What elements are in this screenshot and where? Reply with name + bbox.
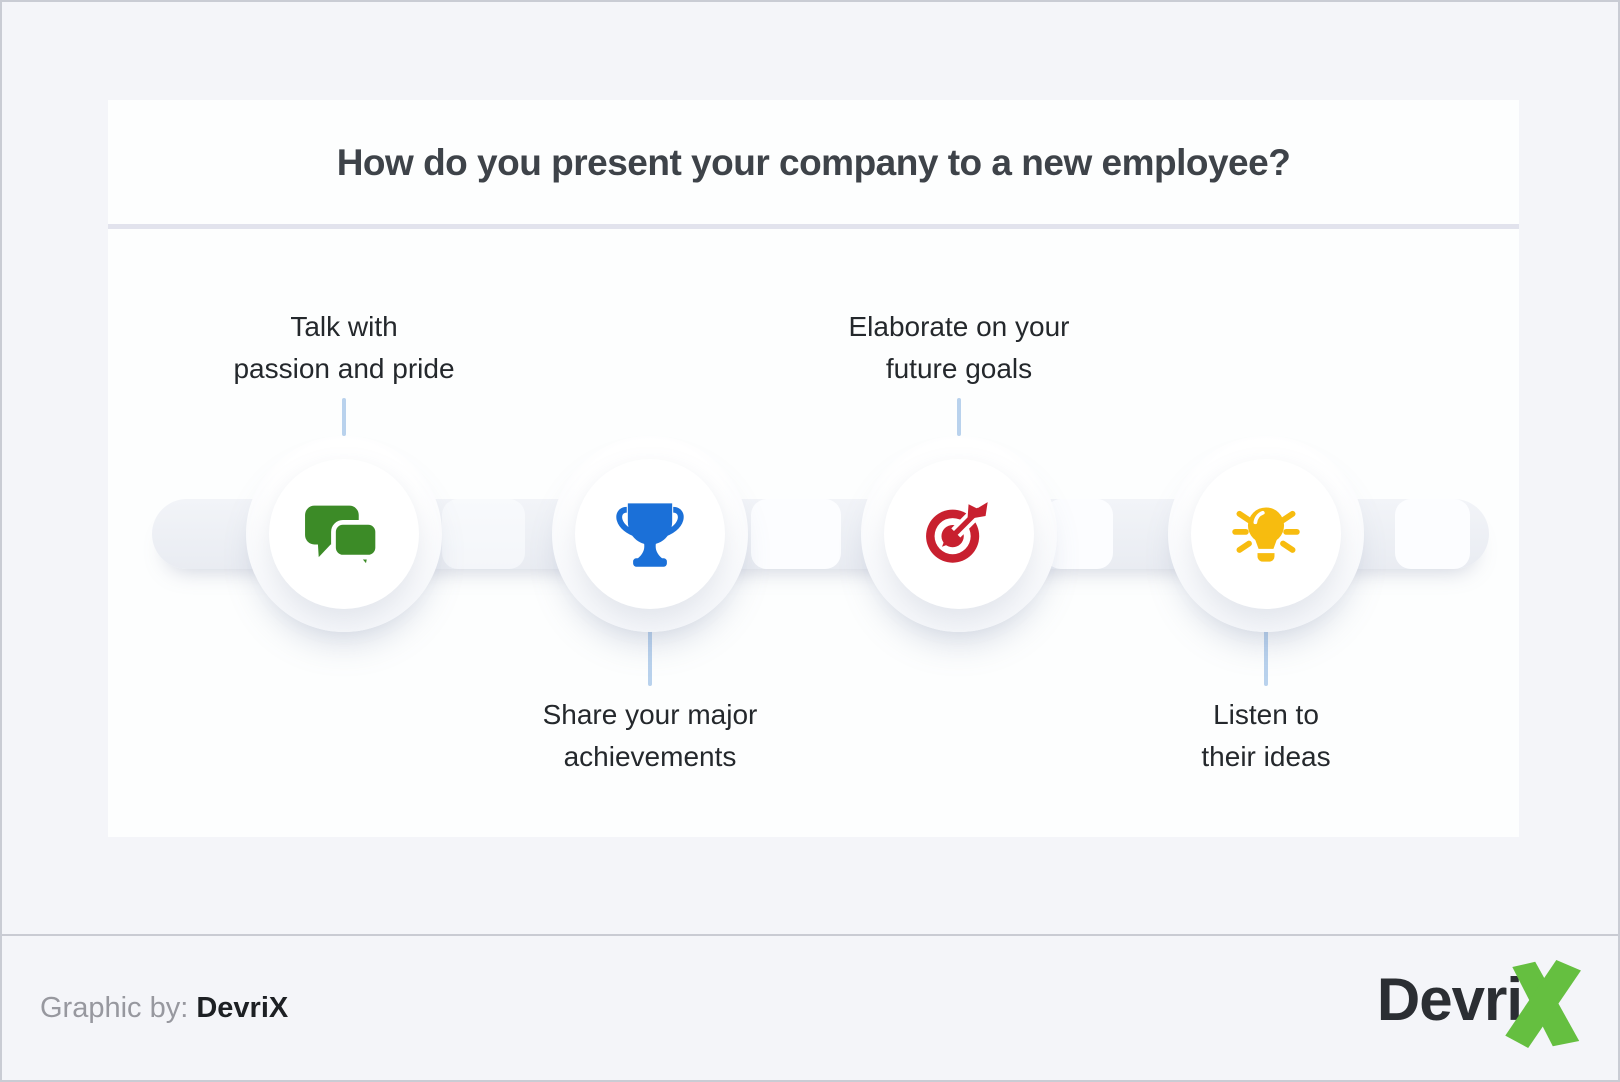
- step-2-label: Share your major achievements: [470, 694, 830, 778]
- lightbulb-icon: [1232, 507, 1300, 562]
- timeline-segment: [442, 499, 525, 569]
- step-1-label-line1: Talk with: [290, 311, 398, 342]
- step-1-circle: [269, 459, 419, 609]
- trophy-icon: [616, 503, 684, 567]
- step-1-label-line2: passion and pride: [233, 353, 455, 384]
- step-4-circle: [1191, 459, 1341, 609]
- timeline-segment: [1395, 499, 1470, 569]
- step-4-label-line2: their ideas: [1201, 741, 1331, 772]
- target-arrow-icon: [926, 502, 988, 563]
- title-divider: [108, 224, 1519, 229]
- step-2-label-line1: Share your major: [542, 699, 758, 730]
- step-3-label: Elaborate on your future goals: [779, 306, 1139, 390]
- step-4-label: Listen to their ideas: [1086, 694, 1446, 778]
- step-2-circle: [575, 459, 725, 609]
- step-3-connector: [957, 398, 961, 436]
- step-3-label-line2: future goals: [885, 353, 1033, 384]
- x-mark-icon: [1505, 960, 1581, 1048]
- step-4-label-line1: Listen to: [1213, 699, 1319, 730]
- credit-name: DevriX: [196, 992, 289, 1024]
- step-2-connector: [648, 630, 652, 686]
- credit-prefix: Graphic by:: [40, 992, 189, 1024]
- step-1-connector: [342, 398, 346, 436]
- step-3-label-line1: Elaborate on your: [848, 311, 1070, 342]
- step-4-connector: [1264, 630, 1268, 686]
- credit-line: Graphic by: DevriX: [40, 992, 288, 1025]
- page-title: How do you present your company to a new…: [336, 142, 1291, 183]
- timeline-segment: [751, 499, 841, 569]
- step-3-circle: [884, 459, 1034, 609]
- step-1-label: Talk with passion and pride: [164, 306, 524, 390]
- step-2-label-line2: achievements: [563, 741, 737, 772]
- footer-divider: [2, 934, 1618, 936]
- chat-bubbles-icon: [305, 505, 381, 568]
- devrix-logo: Devri: [1377, 950, 1590, 1050]
- devrix-logo-text: Devri: [1376, 966, 1523, 1033]
- content-card: How do you present your company to a new…: [108, 100, 1519, 837]
